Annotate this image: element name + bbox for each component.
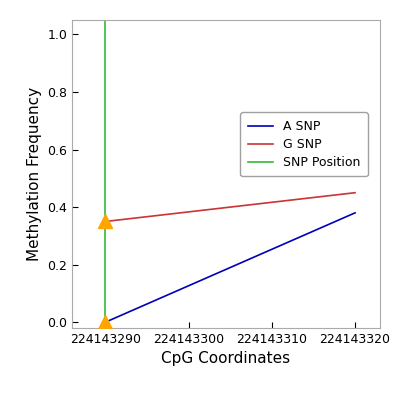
Legend: A SNP, G SNP, SNP Position: A SNP, G SNP, SNP Position [240,112,368,176]
Point [102,218,108,225]
Y-axis label: Methylation Frequency: Methylation Frequency [26,87,42,261]
X-axis label: CpG Coordinates: CpG Coordinates [162,352,290,366]
Point [102,319,108,326]
